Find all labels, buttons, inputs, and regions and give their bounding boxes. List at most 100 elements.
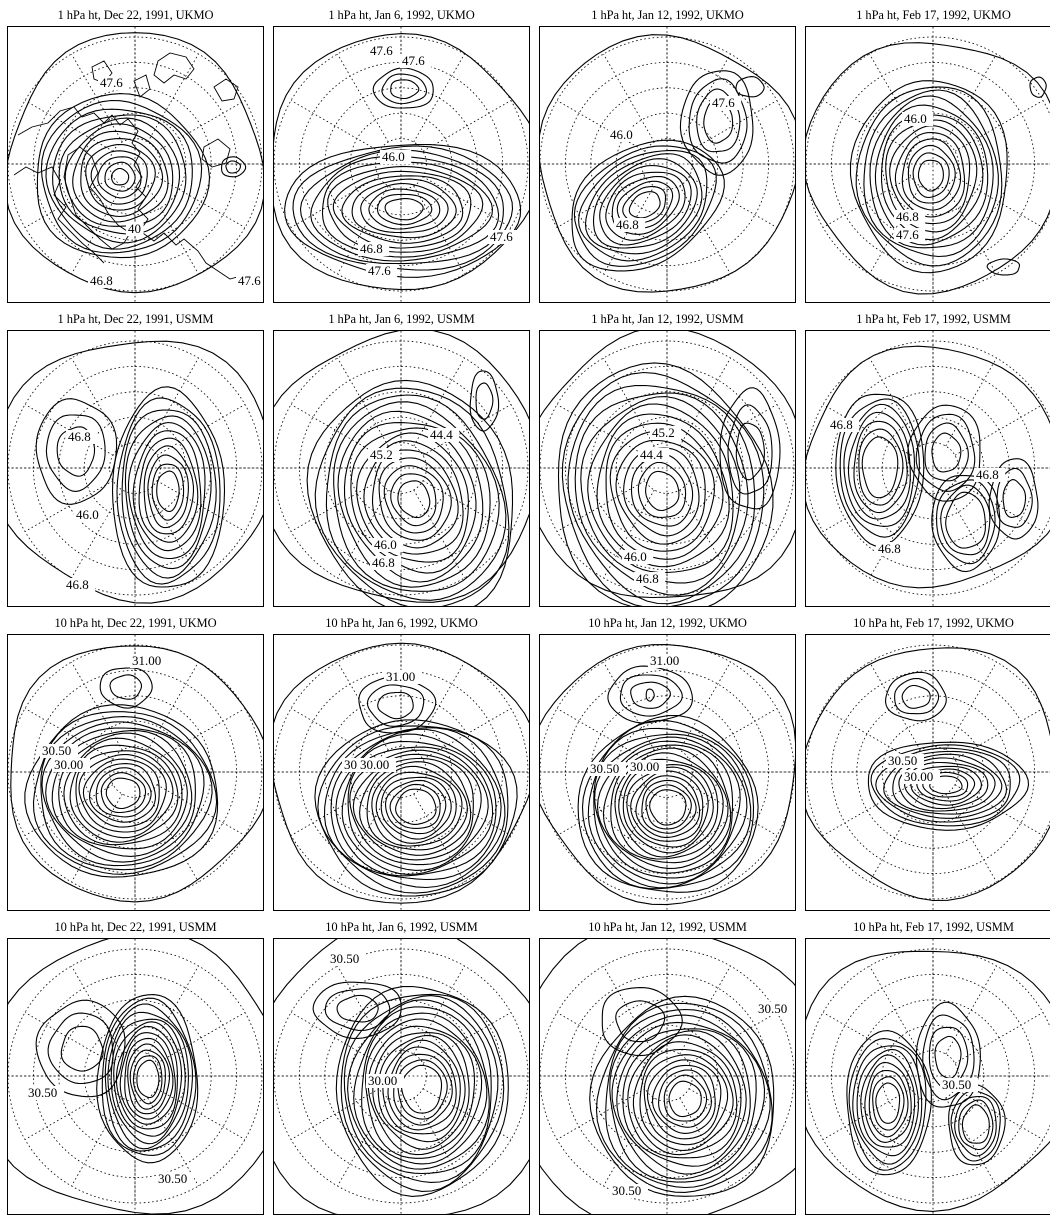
low-contour [397, 1059, 448, 1120]
high-contour [630, 681, 671, 709]
panel-title: 1 hPa ht, Dec 22, 1991, USMM [57, 312, 214, 326]
low-contour [121, 409, 217, 579]
meridian-line [822, 100, 912, 152]
low-contour [615, 439, 706, 545]
low-contour [382, 1039, 461, 1135]
contour-lines [540, 644, 795, 906]
label-backing [372, 538, 404, 552]
contour-value-label: 46.0 [374, 537, 397, 552]
contour-value-label: 47.6 [100, 75, 123, 90]
high-contour [688, 78, 748, 164]
low-contour [885, 119, 978, 233]
meridian-line [954, 1012, 1044, 1064]
contour-lines [806, 647, 1050, 902]
lat-lon-grid [806, 27, 1050, 302]
label-backing [384, 670, 422, 684]
low-contour [889, 125, 971, 225]
high-contour [1029, 76, 1047, 98]
panel-title: 10 hPa ht, Dec 22, 1991, USMM [54, 920, 217, 934]
meridian-line [954, 708, 1044, 760]
lat-lon-grid [540, 331, 795, 606]
map-panel: 1 hPa ht, Dec 22, 1991, UKMO 47.6 46.8 47.6… [7, 6, 264, 303]
label-backing [64, 578, 96, 592]
meridian-line [24, 1012, 114, 1064]
low-contour [119, 1032, 176, 1125]
meridian-line [422, 1088, 512, 1140]
low-contour [843, 403, 915, 527]
map-panel: 1 hPa ht, Feb 17, 1992, UKMO 46.0 46.8 47.6 [805, 6, 1050, 303]
label-backing [628, 760, 666, 774]
low-contour [874, 104, 989, 246]
meridian-line [688, 708, 778, 760]
low-contour [330, 728, 502, 881]
low-contour [353, 1006, 490, 1170]
low-contour [835, 393, 925, 547]
polar-contour-map: 31.00 30.50 30.00 [540, 635, 795, 910]
low-contour [867, 741, 1030, 831]
high-contour [645, 688, 655, 702]
low-contour [616, 1028, 751, 1175]
low-contour [605, 171, 686, 241]
meridian-line [945, 357, 997, 447]
meridian-line [71, 965, 123, 1055]
low-contour [343, 995, 499, 1183]
low-contour [72, 130, 169, 223]
label-backing [328, 952, 366, 966]
panel-title: 10 hPa ht, Feb 17, 1992, UKMO [853, 616, 1014, 630]
low-contour [605, 1008, 771, 1189]
meridian-line [679, 965, 731, 1055]
meridian-line [869, 661, 921, 751]
label-backing [52, 758, 90, 772]
high-contour [988, 458, 1039, 540]
high-contour [56, 426, 96, 477]
low-contour [853, 420, 908, 514]
low-contour [589, 995, 775, 1197]
meridian-line [688, 784, 778, 836]
low-contour [940, 484, 991, 556]
meridian-line [290, 1088, 380, 1140]
label-backing [98, 76, 130, 90]
high-contour [324, 988, 391, 1031]
low-contour [948, 1084, 1006, 1166]
low-contour [954, 1095, 997, 1157]
contour-value-label: 44.4 [640, 447, 663, 462]
meridian-line [156, 784, 246, 836]
label-backing [886, 754, 924, 768]
low-contour [663, 1074, 708, 1122]
low-contour [858, 428, 904, 506]
panel-title: 10 hPa ht, Jan 6, 1992, USMM [325, 920, 478, 934]
label-backing [428, 428, 460, 442]
label-backing [614, 218, 646, 232]
meridian-axis [540, 331, 795, 606]
polar-contour-map: 45.2 44.4 46.0 46.8 [274, 331, 529, 606]
contour-value-label: 44.4 [430, 427, 453, 442]
low-contour [574, 392, 749, 596]
low-contour [365, 1018, 483, 1159]
label-backing [488, 230, 520, 244]
low-contour [861, 436, 899, 499]
low-contour [95, 767, 152, 818]
contour-value-label: 46.0 [382, 149, 405, 164]
contour-value-label: 46.8 [372, 555, 395, 570]
low-contour [314, 387, 510, 606]
label-backing [26, 1086, 64, 1100]
meridian-line [945, 965, 997, 1055]
high-contour [225, 160, 242, 174]
polar-map-frame: 47.6 47.6 46.0 46.8 47.6 47.6 [273, 26, 530, 303]
low-contour [622, 1030, 747, 1167]
contour-lines [540, 939, 795, 1214]
low-contour [306, 379, 514, 606]
low-contour [641, 779, 697, 834]
label-backing [236, 274, 263, 288]
label-backing [366, 1074, 404, 1088]
low-contour [643, 1054, 729, 1146]
label-backing [368, 448, 400, 462]
outer-contour [8, 939, 263, 1214]
high-contour [996, 467, 1033, 528]
outer-contour [806, 647, 1050, 902]
low-contour [341, 175, 464, 244]
contour-value-label: 46.8 [66, 577, 89, 592]
contour-value-label: 46.0 [904, 111, 927, 126]
meridian-line [24, 1088, 114, 1140]
